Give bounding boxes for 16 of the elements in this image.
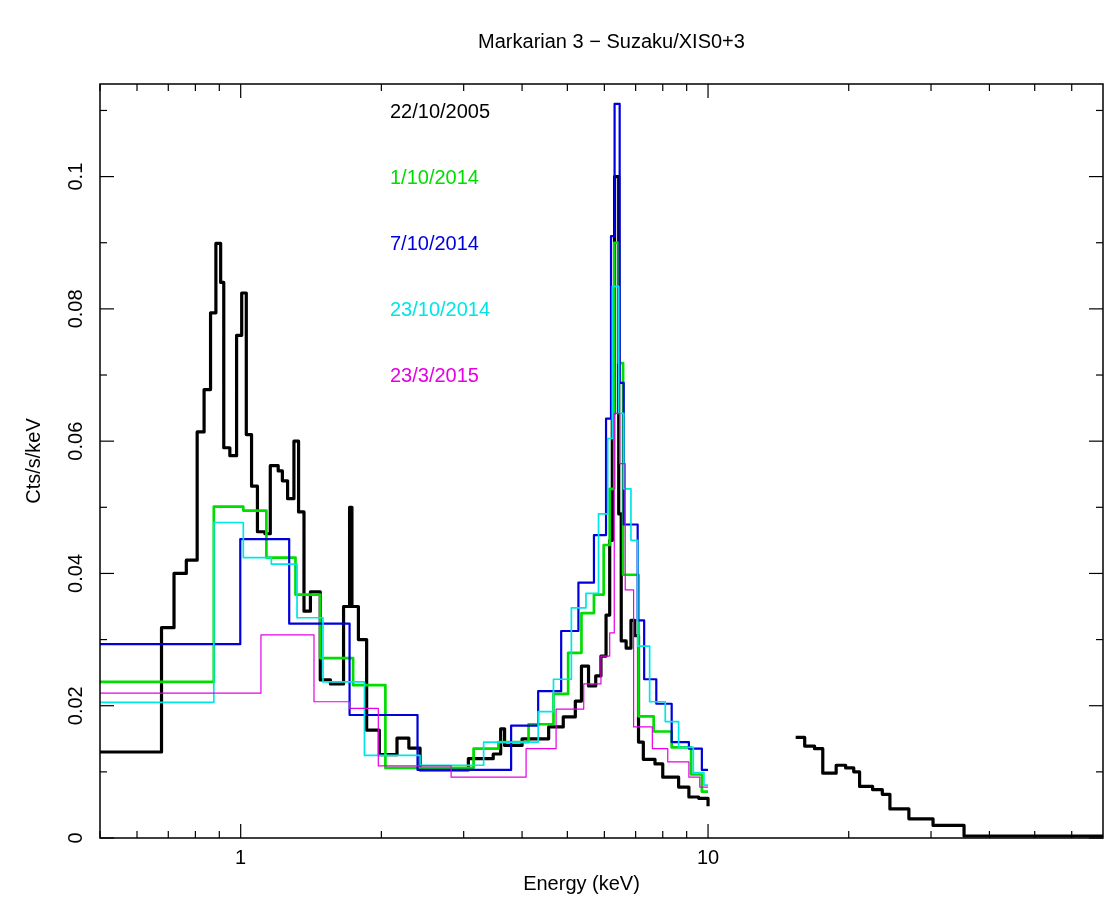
text: 23/10/2014 xyxy=(390,298,491,320)
legend-label: 22/10/2005 xyxy=(390,100,491,122)
y-tick-label: 0 xyxy=(64,832,86,844)
chart-title: Markarian 3 − Suzaku/XIS0+3 xyxy=(478,30,745,52)
y-tick-label: 0.1 xyxy=(64,162,86,191)
text: 1/10/2014 xyxy=(390,166,479,188)
text: 23/3/2015 xyxy=(390,364,479,386)
y-tick-label: 0.06 xyxy=(64,421,86,461)
text: 7/10/2014 xyxy=(390,232,479,254)
x-tick-label: 1 xyxy=(235,846,247,868)
x-axis-title: Energy (keV) xyxy=(523,872,640,894)
y-tick-label: 0.04 xyxy=(64,553,86,593)
y-tick-label: 0.08 xyxy=(64,289,86,329)
y-axis-title: Cts/s/keV xyxy=(22,417,44,504)
x-tick-label: 10 xyxy=(696,846,720,868)
y-tick-label: 0.02 xyxy=(64,686,86,726)
